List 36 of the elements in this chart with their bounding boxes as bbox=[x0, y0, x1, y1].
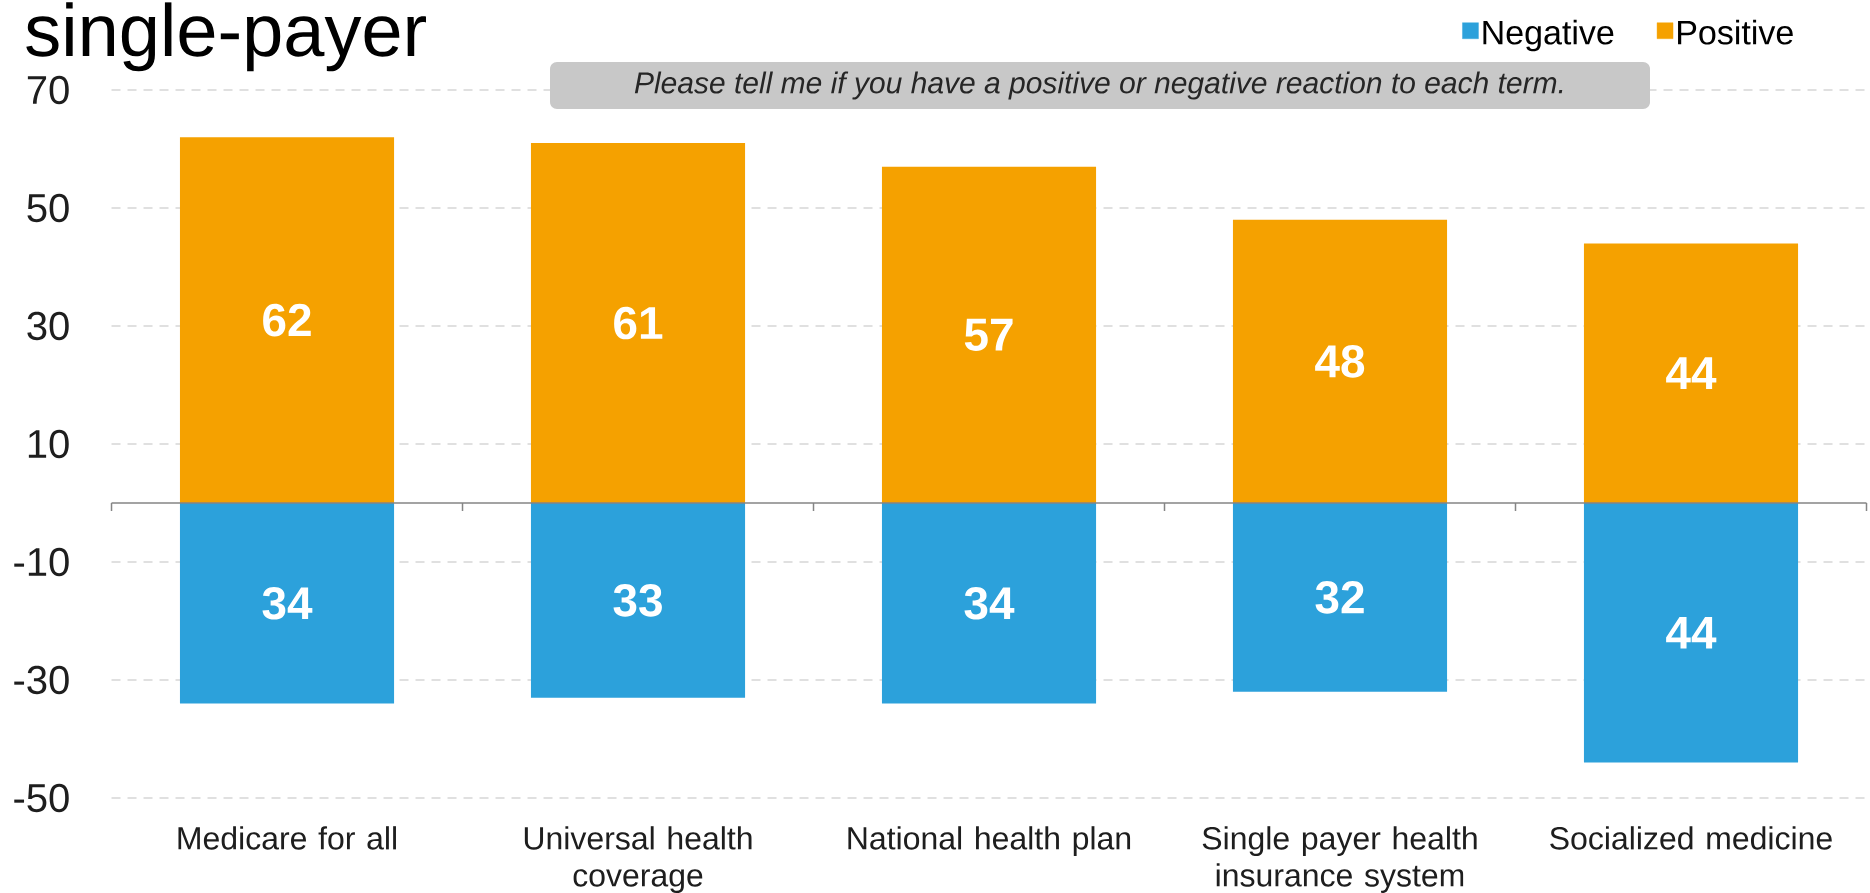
y-tick-label: 10 bbox=[28, 429, 69, 459]
bar bbox=[530, 502, 746, 698]
legend-label: Positive bbox=[1678, 19, 1793, 45]
data-label: 61 bbox=[614, 306, 663, 340]
legend-label: Negative bbox=[1483, 19, 1614, 52]
chart-title: single-payer bbox=[26, 2, 426, 72]
y-tick-label: -10 bbox=[14, 547, 69, 577]
bar bbox=[179, 502, 395, 704]
data-label: 48 bbox=[1315, 345, 1365, 378]
y-tick-label: 50 bbox=[27, 193, 69, 223]
data-label: 57 bbox=[964, 318, 1013, 351]
y-tick-label: 30 bbox=[27, 311, 69, 341]
bar bbox=[530, 143, 746, 503]
bar bbox=[179, 137, 395, 503]
data-label: 32 bbox=[1315, 581, 1364, 614]
data-label: 44 bbox=[1666, 357, 1717, 390]
x-tick-label: National health plan bbox=[848, 826, 1131, 857]
data-label: 34 bbox=[964, 586, 1015, 620]
data-label: 34 bbox=[262, 586, 313, 620]
bar bbox=[1232, 219, 1448, 503]
data-label: 62 bbox=[263, 303, 311, 337]
bar bbox=[1583, 502, 1799, 763]
bar bbox=[881, 502, 1097, 704]
x-tick-label: Universal health coverage bbox=[524, 826, 752, 893]
annotation: Please tell me if you have a positive or negative reaction to each term. bbox=[634, 71, 1563, 100]
x-tick-label: Single payer health insurance system bbox=[1202, 826, 1477, 893]
y-tick-label: 70 bbox=[27, 75, 69, 105]
bar bbox=[1232, 502, 1448, 692]
x-tick-label: Medicare for all bbox=[178, 826, 396, 850]
data-label: 44 bbox=[1666, 616, 1717, 649]
x-tick-label: Socialized medicine bbox=[1550, 826, 1832, 850]
y-tick-label: -30 bbox=[14, 665, 69, 695]
bar bbox=[1583, 243, 1799, 503]
data-label: 33 bbox=[613, 584, 662, 617]
y-tick-label: -50 bbox=[14, 783, 69, 813]
bar bbox=[881, 166, 1097, 503]
